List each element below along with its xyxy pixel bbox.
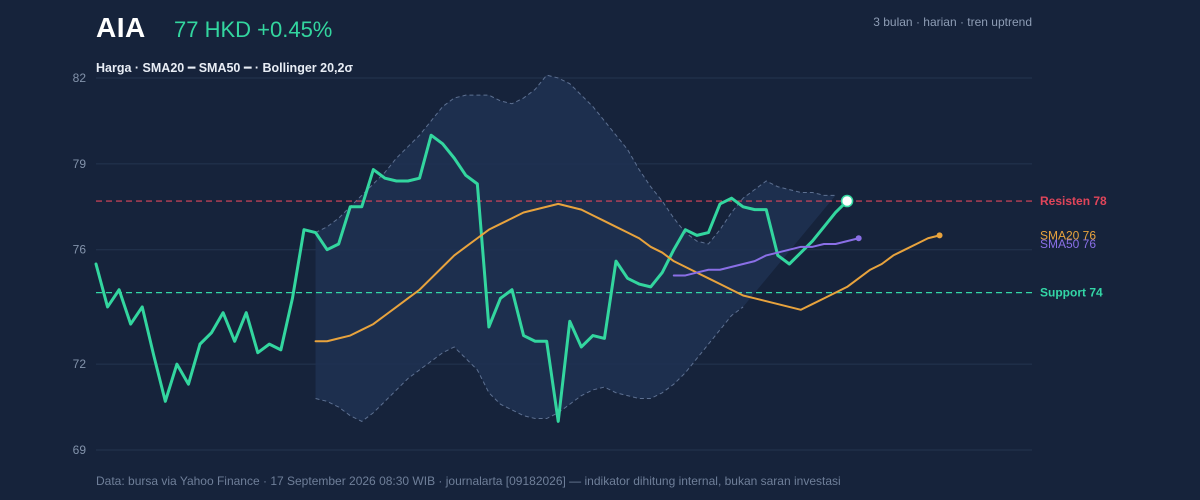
series-line-harga <box>94 133 849 423</box>
bollinger-band <box>315 74 836 422</box>
chart-legend: Harga · SMA20 ━ SMA50 ━ · Bollinger 20,2… <box>96 61 354 75</box>
bollinger-fill <box>315 75 836 422</box>
sma20-end-label: SMA20 76 <box>1040 228 1096 242</box>
y-tick-label: 72 <box>73 357 87 371</box>
y-tick-label: 69 <box>73 443 87 457</box>
sma50-end-label: SMA50 76 <box>1040 237 1096 251</box>
y-tick-label: 76 <box>73 243 87 257</box>
price-end-dot <box>840 194 854 208</box>
ticker-symbol: AIA <box>96 12 146 43</box>
bollinger-lower <box>315 306 744 422</box>
sma50-end-dot <box>855 235 862 242</box>
y-tick-label: 79 <box>73 157 87 171</box>
price-change: 77 HKD +0.45% <box>174 17 333 42</box>
support-label: Support 74 <box>1040 286 1103 300</box>
series-line-sma20 <box>314 202 941 343</box>
chart-meta: 3 bulan · harian · tren uptrend <box>873 15 1032 29</box>
y-tick-label: 82 <box>73 71 87 85</box>
levels <box>96 200 1032 294</box>
bollinger-upper <box>315 74 836 245</box>
series-lines <box>94 133 941 423</box>
resistance-label: Resisten 78 <box>1040 194 1107 208</box>
sma20-end-dot <box>936 232 943 239</box>
series-line-sma50 <box>672 237 860 277</box>
footer-source: Data: bursa via Yahoo Finance · 17 Septe… <box>96 474 841 488</box>
